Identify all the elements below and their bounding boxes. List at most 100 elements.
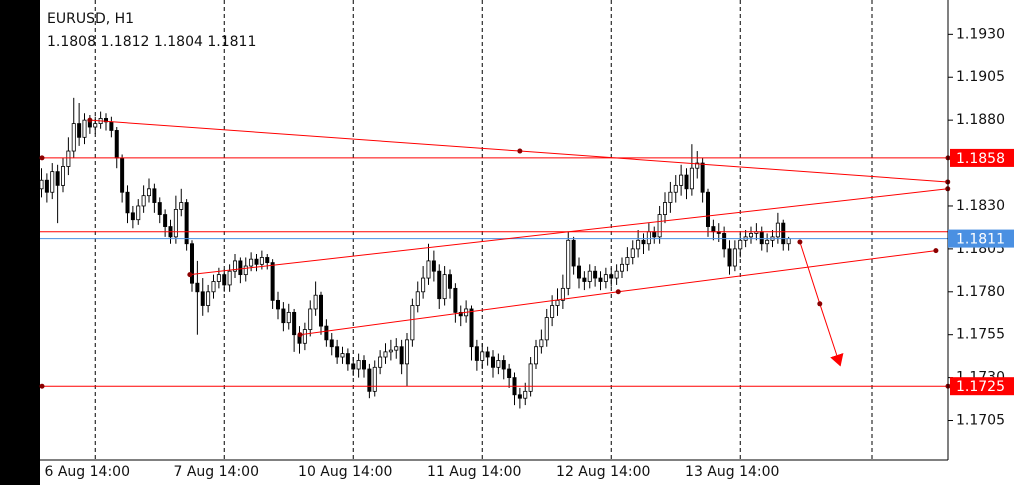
candle-body bbox=[587, 270, 592, 282]
candle-body bbox=[507, 368, 512, 379]
y-tick-label: 1.1880 bbox=[956, 112, 1005, 128]
candle-body bbox=[437, 270, 442, 300]
y-tick-label: 1.1780 bbox=[956, 284, 1005, 300]
chart-title: EURUSD, H1 bbox=[47, 11, 134, 27]
candle-body bbox=[534, 346, 539, 365]
arrow-anchor bbox=[817, 301, 823, 307]
candle-body bbox=[200, 291, 205, 306]
candle-body bbox=[383, 351, 388, 358]
candle-body bbox=[781, 222, 786, 245]
candle-body bbox=[292, 311, 297, 336]
candle-body bbox=[555, 299, 560, 306]
candle-body bbox=[378, 356, 383, 368]
candle-body bbox=[351, 363, 356, 370]
candle-body bbox=[636, 239, 641, 250]
candle-body bbox=[254, 258, 259, 265]
candle-body bbox=[114, 130, 119, 159]
trend-anchor bbox=[615, 289, 621, 295]
candle-body bbox=[614, 270, 619, 279]
level-anchor bbox=[39, 155, 45, 161]
candle-body bbox=[141, 195, 146, 207]
y-tick-label: 1.1930 bbox=[956, 26, 1005, 42]
candle-body bbox=[222, 274, 227, 286]
candle-body bbox=[195, 282, 200, 293]
candle-body bbox=[700, 162, 705, 193]
candle-body bbox=[609, 274, 614, 279]
candle-body bbox=[125, 191, 130, 214]
candle-body bbox=[163, 214, 168, 227]
candle-body bbox=[539, 339, 544, 348]
candle-body bbox=[157, 202, 162, 215]
candle-body bbox=[82, 119, 87, 138]
level-box bbox=[950, 148, 1014, 167]
trend-anchor bbox=[87, 117, 93, 123]
candle-body bbox=[281, 308, 286, 324]
candle-body bbox=[340, 353, 345, 358]
quote-value: 1.1812 bbox=[100, 34, 149, 50]
candle-body bbox=[652, 231, 657, 238]
candle-body bbox=[490, 356, 495, 368]
candle-body bbox=[238, 260, 243, 276]
candle-body bbox=[689, 167, 694, 190]
candle-body bbox=[318, 294, 323, 327]
quote: 1.1808 1.1812 1.1804 1.1811 bbox=[47, 34, 256, 50]
candle-body bbox=[673, 184, 678, 193]
candle-body bbox=[663, 202, 668, 215]
candle-body bbox=[727, 248, 732, 267]
candle-body bbox=[232, 260, 237, 272]
candle-body bbox=[249, 258, 254, 267]
candle-body bbox=[388, 349, 393, 353]
candle-body bbox=[399, 346, 404, 365]
candle-body bbox=[501, 360, 506, 370]
x-tick-label: 7 Aug 14:00 bbox=[174, 464, 260, 480]
candle-body bbox=[695, 162, 700, 169]
candle-body bbox=[641, 239, 646, 245]
candle-body bbox=[104, 118, 109, 123]
candle-body bbox=[71, 123, 76, 152]
x-tick-label: 11 Aug 14:00 bbox=[427, 464, 521, 480]
candle-body bbox=[684, 174, 689, 190]
x-tick-label: 12 Aug 14:00 bbox=[556, 464, 650, 480]
y-tick-label: 1.1905 bbox=[956, 69, 1005, 85]
level-label: 1.1725 bbox=[956, 379, 1005, 395]
candle-body bbox=[523, 390, 528, 399]
candle-body bbox=[625, 257, 630, 265]
drawings bbox=[39, 117, 951, 389]
y-tick-label: 1.1830 bbox=[956, 198, 1005, 214]
candle-body bbox=[270, 262, 275, 301]
candle-body bbox=[77, 123, 82, 138]
candle-body bbox=[517, 394, 522, 399]
candle-body bbox=[706, 191, 711, 227]
candle-body bbox=[361, 360, 366, 370]
candle-body bbox=[560, 287, 565, 301]
candle-body bbox=[786, 238, 791, 245]
candle-body bbox=[657, 214, 662, 238]
candle-body bbox=[603, 274, 608, 282]
candle-body bbox=[189, 243, 194, 284]
level-anchor bbox=[39, 383, 45, 389]
candle-body bbox=[243, 265, 248, 276]
candle-body bbox=[173, 209, 178, 238]
candle-body bbox=[646, 231, 651, 245]
y-tick-label: 1.1755 bbox=[956, 327, 1005, 343]
candle-body bbox=[216, 274, 221, 282]
candle-body bbox=[404, 339, 409, 365]
y-axis: 1.19301.19051.18801.18301.18051.17801.17… bbox=[45, 26, 1006, 480]
candle-body bbox=[544, 317, 549, 341]
candle-body bbox=[630, 248, 635, 258]
candle-body bbox=[372, 366, 377, 392]
candle-body bbox=[184, 202, 189, 245]
candle-body bbox=[469, 308, 474, 348]
candle-body bbox=[259, 257, 264, 265]
candle-body bbox=[345, 353, 350, 365]
candle-body bbox=[571, 239, 576, 267]
candle-body bbox=[211, 281, 216, 293]
candle-body bbox=[485, 351, 490, 358]
candle-body bbox=[749, 233, 754, 238]
candle-body bbox=[356, 360, 361, 370]
y-tick-label: 1.1705 bbox=[956, 413, 1005, 429]
candle-body bbox=[410, 305, 415, 341]
candle-body bbox=[442, 274, 447, 300]
candle-body bbox=[206, 291, 211, 306]
